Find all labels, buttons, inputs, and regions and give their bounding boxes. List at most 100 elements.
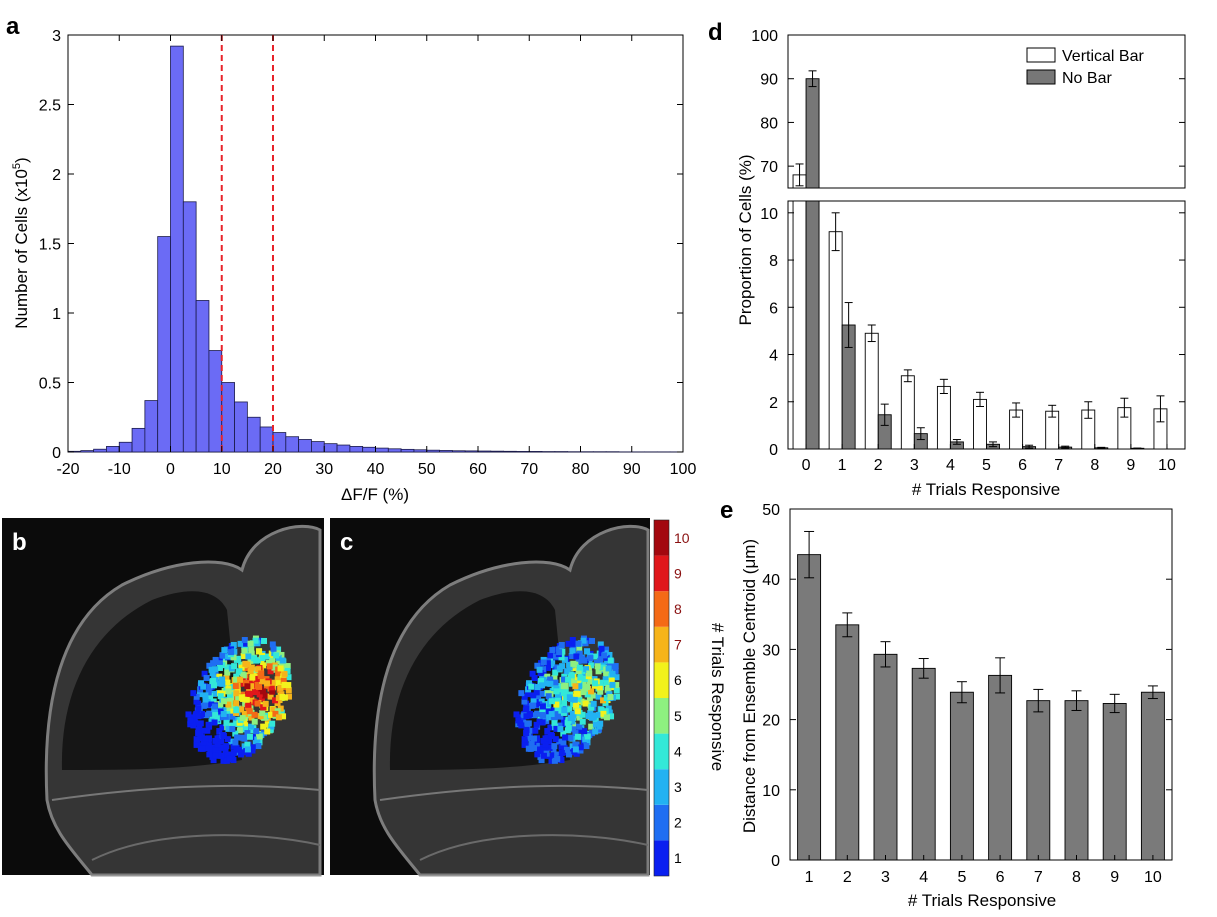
cell <box>545 709 552 716</box>
cell <box>600 697 607 704</box>
cell <box>285 687 292 694</box>
cell <box>211 703 218 710</box>
histogram-bar <box>413 449 428 453</box>
cell <box>576 645 583 652</box>
legend-swatch-vertical-bar <box>1026 47 1056 63</box>
cell <box>225 725 232 732</box>
cell <box>559 663 566 670</box>
cell <box>580 637 587 644</box>
cell <box>548 733 555 740</box>
cell <box>577 674 584 681</box>
cell <box>586 695 593 702</box>
bar <box>988 674 1013 861</box>
cell <box>251 711 258 718</box>
cell <box>539 682 546 689</box>
cell <box>245 701 252 708</box>
cell <box>589 692 596 699</box>
cell <box>269 641 276 648</box>
cell <box>210 678 217 685</box>
cell <box>592 728 599 735</box>
cell <box>223 675 230 682</box>
panel-letter-d: d <box>708 19 723 46</box>
cell <box>595 693 602 700</box>
cell <box>237 640 244 647</box>
cell <box>190 690 197 697</box>
cell <box>575 640 582 647</box>
cell <box>279 693 286 700</box>
cell <box>588 704 595 711</box>
cell <box>613 693 620 700</box>
cell <box>244 741 251 748</box>
cell <box>540 666 547 673</box>
cell <box>243 640 250 647</box>
histogram-bar <box>336 444 351 453</box>
bar <box>1140 691 1165 861</box>
cell <box>200 683 207 690</box>
x-tick-label: 60 <box>469 461 487 478</box>
cell <box>607 657 614 664</box>
cell <box>572 730 579 737</box>
histogram-bar <box>157 236 171 453</box>
cell <box>228 649 235 656</box>
colorbar-tick-label: 9 <box>674 565 682 581</box>
cell <box>277 665 284 672</box>
x-axis-label: ΔF/F (%) <box>341 485 409 504</box>
histogram-bar <box>208 350 223 453</box>
cell <box>238 694 245 701</box>
cell <box>232 730 239 737</box>
bar <box>949 691 974 861</box>
cell <box>556 722 563 729</box>
cell <box>561 707 568 714</box>
cell <box>584 733 591 740</box>
cell <box>258 670 265 677</box>
x-tick-label: 5 <box>957 869 966 886</box>
cell <box>284 667 291 674</box>
y-axis-label: Number of Cells (x105) <box>11 157 31 328</box>
cell <box>200 741 207 748</box>
cell <box>545 693 552 700</box>
cell <box>230 743 237 750</box>
cell <box>216 728 223 735</box>
cell <box>595 711 602 718</box>
cell <box>252 689 259 696</box>
cell <box>255 743 262 750</box>
cell <box>280 713 287 720</box>
cell <box>544 664 551 671</box>
x-tick-label: 30 <box>315 461 333 478</box>
cell <box>545 714 552 721</box>
cell <box>526 727 533 734</box>
cell <box>244 730 251 737</box>
cell <box>554 697 561 704</box>
cell <box>554 755 561 762</box>
x-tick-label: 40 <box>367 461 385 478</box>
histogram-bar <box>490 450 505 453</box>
cell <box>279 657 286 664</box>
bar <box>900 375 915 450</box>
cell <box>218 744 225 751</box>
cell <box>233 676 240 683</box>
cell <box>226 751 233 758</box>
cell <box>195 713 202 720</box>
cell <box>586 670 593 677</box>
cell <box>552 736 559 743</box>
cell <box>243 680 250 687</box>
histogram-bar <box>170 45 184 453</box>
histogram-bar <box>362 446 376 453</box>
cell <box>256 733 263 740</box>
cell <box>572 741 579 748</box>
cell <box>223 752 230 759</box>
colorbar-tick-label: 10 <box>674 530 690 546</box>
cell <box>607 693 614 700</box>
cell <box>612 667 619 674</box>
cell <box>246 687 253 694</box>
cell <box>609 670 616 677</box>
y-tick-label: 30 <box>762 642 780 659</box>
cell <box>248 683 255 690</box>
cell <box>233 707 240 714</box>
cell <box>230 654 237 661</box>
cell <box>220 698 227 705</box>
cell <box>606 709 613 716</box>
y-tick-label: 40 <box>762 572 780 589</box>
cell <box>236 668 243 675</box>
cell <box>194 739 201 746</box>
